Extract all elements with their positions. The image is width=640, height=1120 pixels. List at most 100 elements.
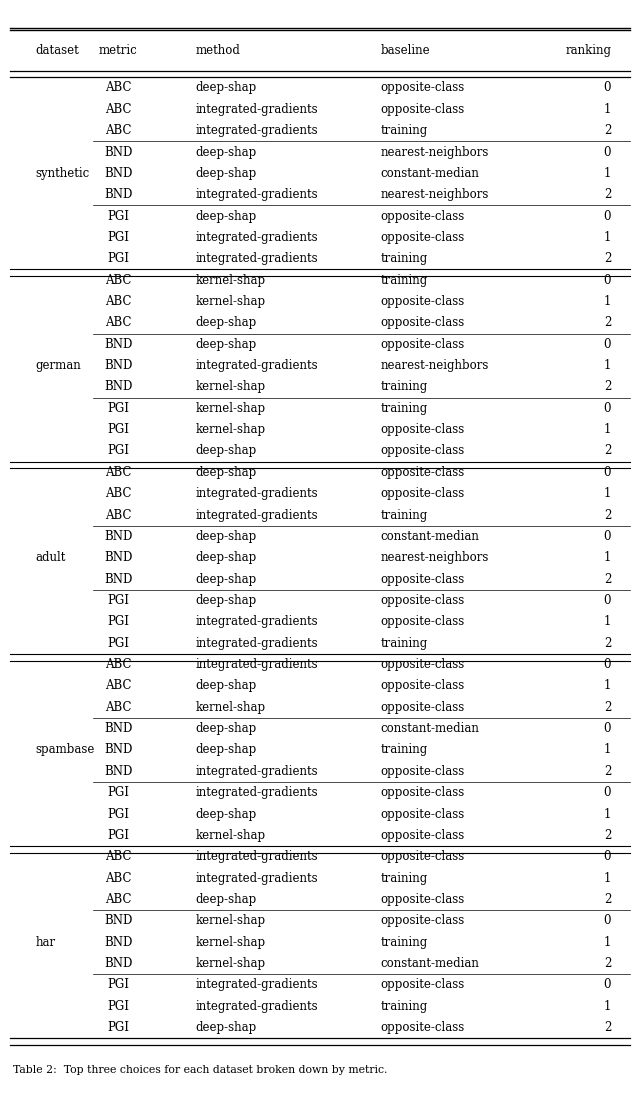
Text: integrated-gradients: integrated-gradients bbox=[195, 508, 318, 522]
Text: constant-median: constant-median bbox=[381, 956, 479, 970]
Text: deep-shap: deep-shap bbox=[195, 316, 257, 329]
Text: PGI: PGI bbox=[108, 979, 129, 991]
Text: kernel-shap: kernel-shap bbox=[195, 273, 266, 287]
Text: integrated-gradients: integrated-gradients bbox=[195, 765, 318, 777]
Text: integrated-gradients: integrated-gradients bbox=[195, 1000, 318, 1012]
Text: PGI: PGI bbox=[108, 1021, 129, 1034]
Text: 0: 0 bbox=[604, 722, 611, 735]
Text: 0: 0 bbox=[604, 594, 611, 607]
Text: ABC: ABC bbox=[105, 487, 132, 501]
Text: 1: 1 bbox=[604, 103, 611, 115]
Text: 2: 2 bbox=[604, 252, 611, 265]
Text: 1: 1 bbox=[604, 808, 611, 821]
Text: constant-median: constant-median bbox=[381, 530, 479, 543]
Text: BND: BND bbox=[104, 188, 132, 202]
Text: deep-shap: deep-shap bbox=[195, 209, 257, 223]
Text: integrated-gradients: integrated-gradients bbox=[195, 252, 318, 265]
Text: BND: BND bbox=[104, 722, 132, 735]
Text: opposite-class: opposite-class bbox=[381, 979, 465, 991]
Text: opposite-class: opposite-class bbox=[381, 594, 465, 607]
Text: spambase: spambase bbox=[35, 744, 95, 756]
Text: kernel-shap: kernel-shap bbox=[195, 914, 266, 927]
Text: 1: 1 bbox=[604, 615, 611, 628]
Text: deep-shap: deep-shap bbox=[195, 82, 257, 94]
Text: training: training bbox=[381, 935, 428, 949]
Text: kernel-shap: kernel-shap bbox=[195, 935, 266, 949]
Text: opposite-class: opposite-class bbox=[381, 829, 465, 842]
Text: 0: 0 bbox=[604, 786, 611, 800]
Text: nearest-neighbors: nearest-neighbors bbox=[381, 360, 489, 372]
Text: integrated-gradients: integrated-gradients bbox=[195, 871, 318, 885]
Text: deep-shap: deep-shap bbox=[195, 1021, 257, 1034]
Text: 1: 1 bbox=[604, 744, 611, 756]
Text: deep-shap: deep-shap bbox=[195, 572, 257, 586]
Text: deep-shap: deep-shap bbox=[195, 466, 257, 479]
Text: training: training bbox=[381, 252, 428, 265]
Text: method: method bbox=[195, 44, 240, 57]
Text: 1: 1 bbox=[604, 423, 611, 436]
Text: opposite-class: opposite-class bbox=[381, 850, 465, 864]
Text: 2: 2 bbox=[604, 381, 611, 393]
Text: BND: BND bbox=[104, 360, 132, 372]
Text: BND: BND bbox=[104, 381, 132, 393]
Text: PGI: PGI bbox=[108, 615, 129, 628]
Text: integrated-gradients: integrated-gradients bbox=[195, 124, 318, 137]
Text: integrated-gradients: integrated-gradients bbox=[195, 103, 318, 115]
Text: ABC: ABC bbox=[105, 273, 132, 287]
Text: 1: 1 bbox=[604, 360, 611, 372]
Text: PGI: PGI bbox=[108, 423, 129, 436]
Text: BND: BND bbox=[104, 551, 132, 564]
Text: 2: 2 bbox=[604, 956, 611, 970]
Text: ABC: ABC bbox=[105, 871, 132, 885]
Text: 1: 1 bbox=[604, 551, 611, 564]
Text: opposite-class: opposite-class bbox=[381, 209, 465, 223]
Text: ABC: ABC bbox=[105, 508, 132, 522]
Text: constant-median: constant-median bbox=[381, 167, 479, 180]
Text: opposite-class: opposite-class bbox=[381, 765, 465, 777]
Text: baseline: baseline bbox=[381, 44, 431, 57]
Text: 2: 2 bbox=[604, 701, 611, 713]
Text: opposite-class: opposite-class bbox=[381, 701, 465, 713]
Text: opposite-class: opposite-class bbox=[381, 914, 465, 927]
Text: ABC: ABC bbox=[105, 82, 132, 94]
Text: PGI: PGI bbox=[108, 808, 129, 821]
Text: kernel-shap: kernel-shap bbox=[195, 829, 266, 842]
Text: ABC: ABC bbox=[105, 893, 132, 906]
Text: BND: BND bbox=[104, 146, 132, 159]
Text: 0: 0 bbox=[604, 914, 611, 927]
Text: integrated-gradients: integrated-gradients bbox=[195, 786, 318, 800]
Text: ABC: ABC bbox=[105, 103, 132, 115]
Text: integrated-gradients: integrated-gradients bbox=[195, 979, 318, 991]
Text: BND: BND bbox=[104, 744, 132, 756]
Text: 2: 2 bbox=[604, 508, 611, 522]
Text: training: training bbox=[381, 381, 428, 393]
Text: 2: 2 bbox=[604, 829, 611, 842]
Text: opposite-class: opposite-class bbox=[381, 893, 465, 906]
Text: training: training bbox=[381, 871, 428, 885]
Text: ABC: ABC bbox=[105, 659, 132, 671]
Text: metric: metric bbox=[99, 44, 138, 57]
Text: kernel-shap: kernel-shap bbox=[195, 381, 266, 393]
Text: deep-shap: deep-shap bbox=[195, 530, 257, 543]
Text: adult: adult bbox=[35, 551, 65, 564]
Text: 0: 0 bbox=[604, 530, 611, 543]
Text: opposite-class: opposite-class bbox=[381, 103, 465, 115]
Text: opposite-class: opposite-class bbox=[381, 316, 465, 329]
Text: 1: 1 bbox=[604, 1000, 611, 1012]
Text: opposite-class: opposite-class bbox=[381, 423, 465, 436]
Text: ABC: ABC bbox=[105, 295, 132, 308]
Text: opposite-class: opposite-class bbox=[381, 659, 465, 671]
Text: PGI: PGI bbox=[108, 1000, 129, 1012]
Text: 2: 2 bbox=[604, 893, 611, 906]
Text: 2: 2 bbox=[604, 765, 611, 777]
Text: 1: 1 bbox=[604, 295, 611, 308]
Text: deep-shap: deep-shap bbox=[195, 594, 257, 607]
Text: german: german bbox=[35, 360, 81, 372]
Text: PGI: PGI bbox=[108, 252, 129, 265]
Text: 0: 0 bbox=[604, 209, 611, 223]
Text: 1: 1 bbox=[604, 231, 611, 244]
Text: 2: 2 bbox=[604, 316, 611, 329]
Text: BND: BND bbox=[104, 167, 132, 180]
Text: PGI: PGI bbox=[108, 402, 129, 414]
Text: Table 2:  Top three choices for each dataset broken down by metric.: Table 2: Top three choices for each data… bbox=[13, 1065, 387, 1074]
